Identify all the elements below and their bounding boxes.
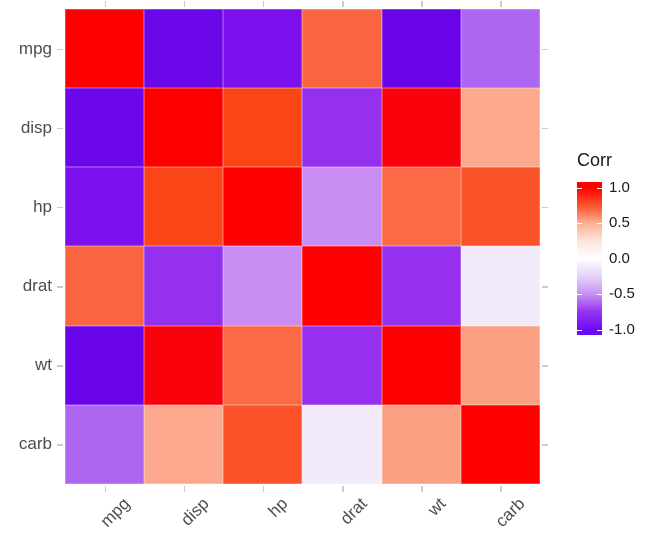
y-axis-label: mpg <box>18 38 52 58</box>
heatmap-cell <box>65 167 145 247</box>
x-axis-tick <box>183 486 186 492</box>
x-axis-tick <box>342 486 344 492</box>
y-axis-label: drat <box>22 276 52 296</box>
heatmap-cell <box>223 9 303 89</box>
heatmap-cell <box>460 9 540 89</box>
y-axis-tick <box>57 48 63 51</box>
heatmap-cell <box>460 88 540 168</box>
legend-tick-label: -0.5 <box>609 285 635 302</box>
y-axis-tick-right <box>542 48 548 51</box>
heatmap-cell <box>144 9 224 89</box>
y-axis-tick <box>57 206 63 209</box>
heatmap-cell <box>144 88 224 168</box>
legend-tick-label: 1.0 <box>609 178 630 196</box>
heatmap-cell <box>460 404 540 484</box>
legend-tick-label: 0.5 <box>609 214 630 231</box>
heatmap-cell <box>65 88 145 168</box>
heatmap-cell <box>302 88 382 168</box>
heatmap-cell <box>144 246 224 326</box>
heatmap-cell <box>302 9 382 89</box>
legend-tick-mark <box>597 294 602 295</box>
heatmap-cell <box>223 167 303 247</box>
legend-tick-mark <box>577 187 582 189</box>
y-axis-tick-right <box>542 206 548 209</box>
x-axis-tick-top <box>104 1 107 7</box>
x-axis-tick-top <box>421 1 423 7</box>
y-axis-tick-right <box>542 286 548 288</box>
y-axis-tick <box>57 365 63 367</box>
y-axis-tick <box>57 127 63 130</box>
heatmap-cell <box>302 246 382 326</box>
legend-tick-mark <box>577 294 582 295</box>
heatmap-cell <box>65 9 145 89</box>
heatmap-cell <box>144 325 224 405</box>
heatmap-cell <box>381 88 461 168</box>
legend-tick-mark <box>597 329 602 331</box>
y-axis-label: disp <box>20 117 52 137</box>
y-axis-label: hp <box>33 196 52 216</box>
legend-tick-label: -1.0 <box>609 320 635 338</box>
y-axis-tick-right <box>542 444 548 446</box>
heatmap-cell <box>223 325 303 405</box>
heatmap-panel <box>65 9 540 484</box>
legend-tick-mark <box>577 329 582 331</box>
y-axis-tick-right <box>542 127 548 130</box>
x-axis-tick-top <box>342 1 344 7</box>
heatmap-cell <box>460 167 540 247</box>
heatmap-cell <box>65 246 145 326</box>
x-axis-tick <box>262 486 265 492</box>
x-axis-label: wt <box>424 494 450 520</box>
heatmap-cell <box>223 404 303 484</box>
x-axis-tick-top <box>500 1 502 7</box>
y-axis-tick-right <box>542 365 548 367</box>
legend-tick-mark <box>597 258 602 260</box>
heatmap-cell <box>381 167 461 247</box>
legend-tick-mark <box>597 223 602 224</box>
x-axis-tick-top <box>183 1 186 7</box>
y-axis-label: wt <box>35 355 52 375</box>
legend-tick-mark <box>597 187 602 189</box>
heatmap-cell <box>460 325 540 405</box>
legend-title: Corr <box>577 150 612 170</box>
x-axis-tick <box>104 486 107 492</box>
heatmap-cell <box>460 246 540 326</box>
x-axis-label: disp <box>176 494 213 530</box>
legend-tick-label: 0.0 <box>609 249 630 267</box>
heatmap-cell <box>144 404 224 484</box>
x-axis-label: hp <box>264 494 292 521</box>
heatmap-cell <box>223 88 303 168</box>
x-axis-label: mpg <box>96 494 134 531</box>
x-axis-tick <box>421 486 423 492</box>
heatmap-cell <box>381 325 461 405</box>
heatmap-cell <box>381 9 461 89</box>
y-axis-tick <box>57 286 63 288</box>
heatmap-cell <box>302 325 382 405</box>
x-axis-tick <box>500 486 502 492</box>
legend-tick-mark <box>577 223 582 224</box>
legend-tick-mark <box>577 258 582 260</box>
x-axis-label: carb <box>492 494 529 531</box>
heatmap-cell <box>65 404 145 484</box>
heatmap-cell <box>381 404 461 484</box>
heatmap-cell <box>302 167 382 247</box>
heatmap-cell <box>302 404 382 484</box>
y-axis-label: carb <box>18 434 52 454</box>
heatmap-cell <box>144 167 224 247</box>
heatmap-cell <box>223 246 303 326</box>
x-axis-label: drat <box>336 494 371 529</box>
heatmap-cell <box>381 246 461 326</box>
heatmap-cell <box>65 325 145 405</box>
y-axis-tick <box>57 444 63 446</box>
x-axis-tick-top <box>262 1 265 7</box>
